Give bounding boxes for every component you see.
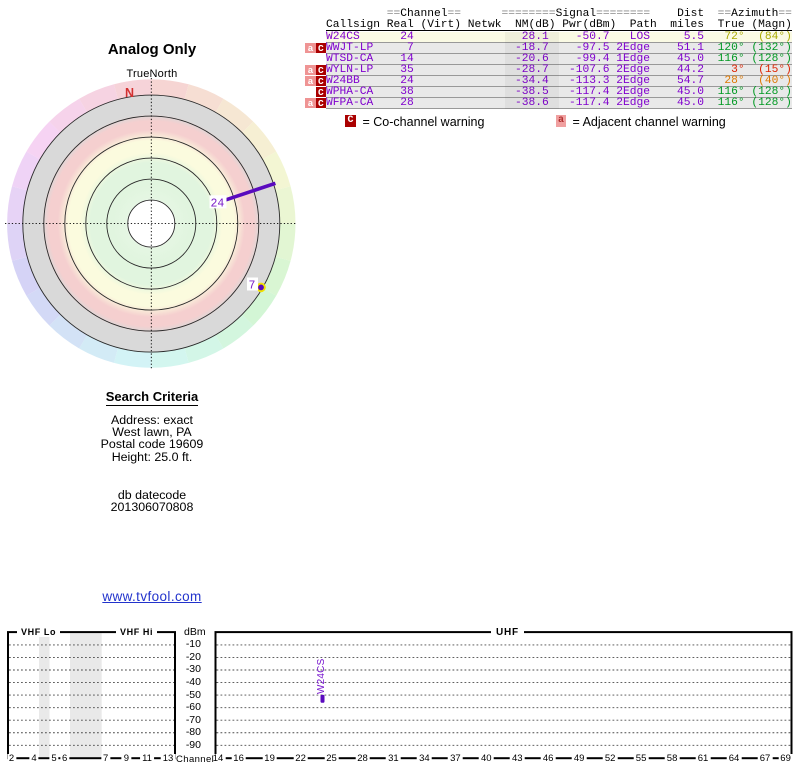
svg-text:N: N: [125, 86, 134, 100]
svg-text:7: 7: [249, 280, 256, 293]
svg-text:24: 24: [211, 197, 225, 210]
